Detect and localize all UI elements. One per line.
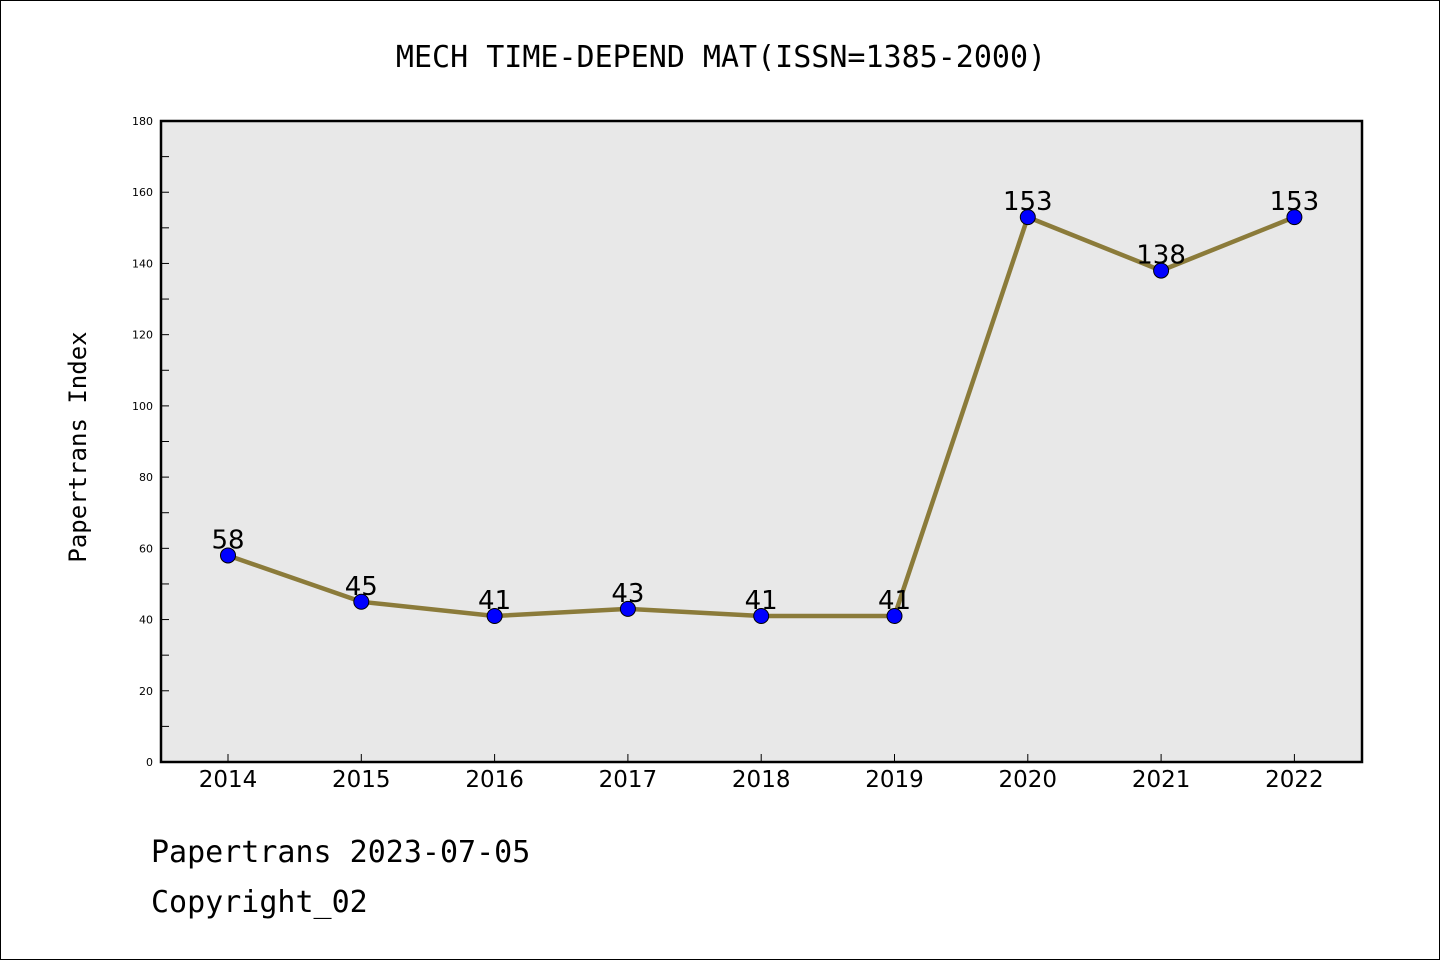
y-tick-label: 140	[132, 257, 153, 270]
data-point	[1153, 262, 1170, 279]
y-tick-label: 120	[132, 329, 153, 342]
x-tick-label: 2020	[999, 767, 1058, 793]
data-label: 45	[345, 572, 378, 602]
x-tick-label: 2014	[199, 767, 258, 793]
x-tick-label: 2015	[332, 767, 391, 793]
y-tick-label: 180	[132, 115, 153, 128]
plot-area	[161, 121, 1362, 762]
x-tick-label: 2019	[865, 767, 924, 793]
y-tick-label: 100	[132, 400, 153, 413]
data-point	[619, 600, 636, 617]
data-label: 41	[478, 586, 511, 616]
data-label: 58	[211, 525, 244, 555]
y-tick-label: 160	[132, 186, 153, 199]
x-tick-label: 2017	[599, 767, 658, 793]
x-axis: 2014 2015 2016 2017 2018 2019 2020 2021 2022	[199, 754, 1324, 793]
y-tick-label: 60	[139, 542, 153, 555]
data-point	[486, 607, 503, 624]
x-tick-label: 2022	[1265, 767, 1324, 793]
x-tick-label: 2016	[465, 767, 524, 793]
data-label: 153	[1003, 187, 1053, 217]
data-label: 43	[611, 579, 644, 609]
data-point	[353, 593, 370, 610]
y-tick-label: 0	[146, 756, 153, 769]
y-tick-label: 40	[139, 614, 153, 627]
plot-border	[159, 119, 1364, 764]
data-point	[886, 607, 903, 624]
data-label: 153	[1270, 187, 1320, 217]
x-tick-label: 2018	[732, 767, 791, 793]
y-axis: 0 20 40 60 80 100 120 140 160 180	[132, 115, 169, 769]
chart-title: MECH TIME-DEPEND MAT(ISSN=1385-2000)	[396, 40, 1046, 75]
series-layer: 58 45 41 43 41 41 153 138 153	[211, 187, 1320, 624]
data-label: 41	[745, 586, 778, 616]
data-point	[220, 547, 236, 564]
data-label: 138	[1136, 241, 1186, 271]
data-point	[753, 607, 770, 624]
x-tick-label: 2021	[1132, 767, 1191, 793]
footer-date: Papertrans 2023-07-05	[151, 835, 531, 870]
y-tick-label: 80	[139, 471, 153, 484]
y-axis-label: Papertrans Index	[64, 331, 92, 562]
data-label: 41	[878, 586, 911, 616]
footer-copyright: Copyright_02	[151, 885, 368, 920]
y-tick-label: 20	[139, 685, 153, 698]
data-point	[1286, 209, 1303, 226]
data-point	[1019, 209, 1036, 226]
